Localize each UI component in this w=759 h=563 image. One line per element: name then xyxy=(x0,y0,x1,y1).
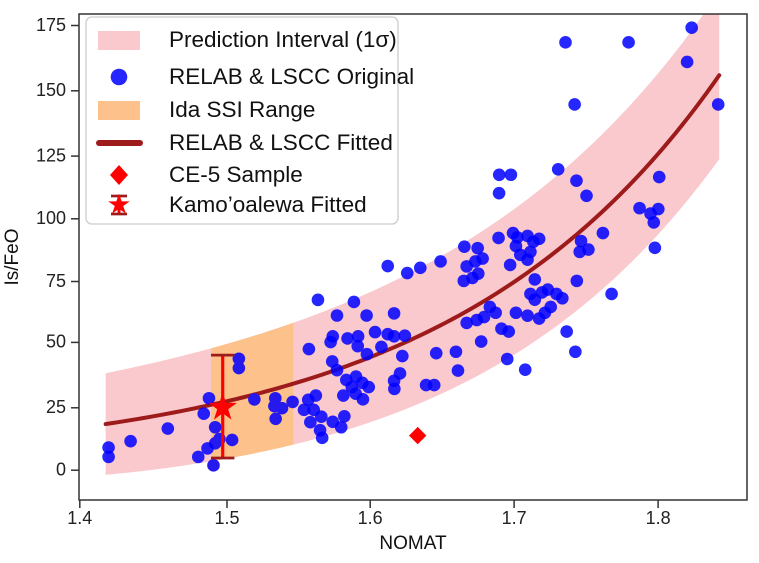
svg-text:NOMAT: NOMAT xyxy=(379,533,447,554)
svg-text:1.5: 1.5 xyxy=(214,508,239,528)
svg-text:Is/FeO: Is/FeO xyxy=(2,228,23,285)
svg-text:75: 75 xyxy=(46,271,66,291)
svg-text:1.8: 1.8 xyxy=(646,508,671,528)
svg-text:RELAB & LSCC Original: RELAB & LSCC Original xyxy=(169,64,414,89)
svg-text:Kamo’oalewa Fitted: Kamo’oalewa Fitted xyxy=(169,192,367,217)
svg-text:CE-5 Sample: CE-5 Sample xyxy=(169,162,303,187)
svg-text:100: 100 xyxy=(36,208,66,228)
svg-text:50: 50 xyxy=(46,332,66,352)
svg-text:Ida SSI Range: Ida SSI Range xyxy=(169,97,315,122)
svg-text:125: 125 xyxy=(36,145,66,165)
svg-text:175: 175 xyxy=(36,15,66,35)
svg-text:150: 150 xyxy=(36,80,66,100)
svg-text:0: 0 xyxy=(56,460,66,480)
svg-text:RELAB & LSCC Fitted: RELAB & LSCC Fitted xyxy=(169,130,393,155)
svg-text:1.4: 1.4 xyxy=(67,508,92,528)
svg-text:1.7: 1.7 xyxy=(502,508,527,528)
svg-text:1.6: 1.6 xyxy=(358,508,383,528)
svg-text:25: 25 xyxy=(46,397,66,417)
svg-text:Prediction Interval (1σ): Prediction Interval (1σ) xyxy=(169,27,397,52)
